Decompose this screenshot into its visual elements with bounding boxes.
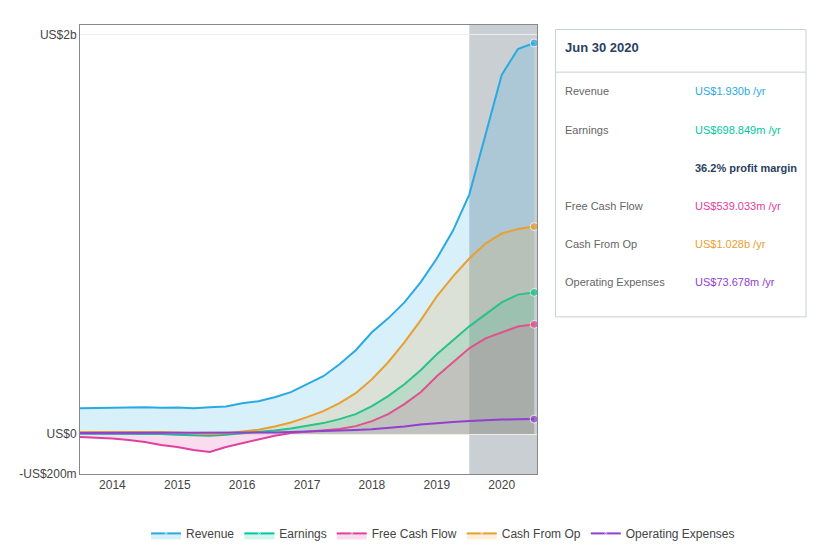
svg-text:36.2% profit margin: 36.2% profit margin — [695, 162, 797, 174]
svg-text:2014: 2014 — [99, 478, 126, 492]
svg-text:Earnings: Earnings — [565, 124, 609, 136]
svg-text:Operating Expenses: Operating Expenses — [626, 527, 735, 541]
svg-text:-US$200m: -US$200m — [19, 467, 76, 481]
svg-text:US$539.033m /yr: US$539.033m /yr — [695, 200, 781, 212]
svg-text:2017: 2017 — [294, 478, 321, 492]
svg-text:Earnings: Earnings — [279, 527, 326, 541]
svg-text:Revenue: Revenue — [186, 527, 234, 541]
svg-text:Revenue: Revenue — [565, 85, 609, 97]
svg-text:Free Cash Flow: Free Cash Flow — [565, 200, 643, 212]
svg-text:2015: 2015 — [164, 478, 191, 492]
svg-text:US$0: US$0 — [47, 427, 77, 441]
svg-text:2020: 2020 — [488, 478, 515, 492]
svg-text:US$1.930b /yr: US$1.930b /yr — [695, 85, 766, 97]
svg-text:US$2b: US$2b — [40, 28, 77, 42]
svg-text:Jun 30 2020: Jun 30 2020 — [565, 40, 639, 55]
svg-text:US$698.849m /yr: US$698.849m /yr — [695, 124, 781, 136]
svg-text:2016: 2016 — [229, 478, 256, 492]
svg-text:2019: 2019 — [423, 478, 450, 492]
svg-text:Cash From Op: Cash From Op — [565, 238, 637, 250]
svg-text:Operating Expenses: Operating Expenses — [565, 276, 665, 288]
svg-text:2018: 2018 — [359, 478, 386, 492]
svg-text:US$1.028b /yr: US$1.028b /yr — [695, 238, 766, 250]
svg-text:US$73.678m /yr: US$73.678m /yr — [695, 276, 775, 288]
svg-text:Free Cash Flow: Free Cash Flow — [372, 527, 457, 541]
svg-text:Cash From Op: Cash From Op — [502, 527, 581, 541]
